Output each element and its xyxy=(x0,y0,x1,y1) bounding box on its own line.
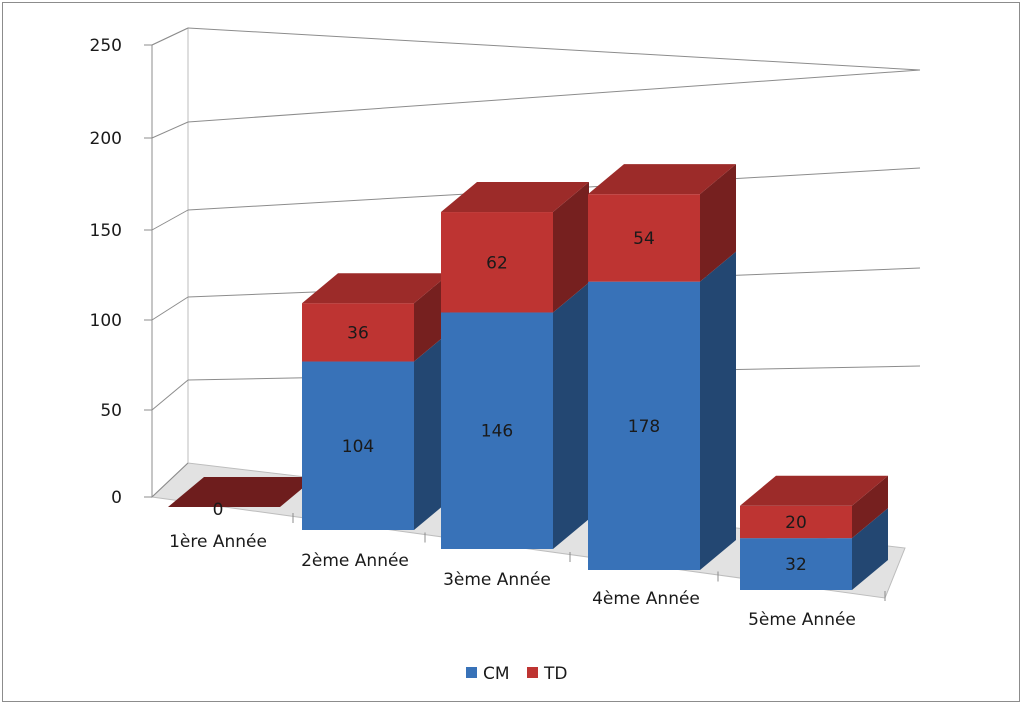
bar-top-cap xyxy=(588,164,736,195)
data-label-td: 0 xyxy=(213,500,224,520)
gridline-back xyxy=(187,69,921,123)
x-category-label: 2ème Année xyxy=(301,551,409,571)
x-category-label: 3ème Année xyxy=(443,570,551,590)
gridline-side xyxy=(151,209,189,231)
legend-swatch-td xyxy=(527,667,538,678)
data-label-cm: 104 xyxy=(342,437,374,457)
bar-td-front xyxy=(302,303,414,362)
x-axis-categories: 1ère Année 2ème Année 3ème Année 4ème Année… xyxy=(169,513,886,630)
legend-label-td: TD xyxy=(543,664,567,684)
data-label-td: 20 xyxy=(785,513,807,533)
bar-cm-front xyxy=(588,281,700,570)
y-tick-label: 200 xyxy=(90,129,122,149)
data-label-cm: 32 xyxy=(785,555,807,575)
gridline-side xyxy=(151,121,189,139)
y-tick-label: 100 xyxy=(90,311,122,331)
x-category-label: 4ème Année xyxy=(592,589,700,609)
y-tick-label: 250 xyxy=(90,36,122,56)
bar-top-cap xyxy=(168,477,316,507)
bar-td-front xyxy=(588,194,700,282)
data-label-td: 36 xyxy=(347,323,369,343)
data-label-td: 54 xyxy=(633,229,655,249)
bar-td-front xyxy=(441,212,553,313)
data-label-cm: 146 xyxy=(481,422,513,442)
gridline-side xyxy=(151,296,189,321)
bar-top-cap xyxy=(441,182,589,213)
bar-td-side xyxy=(700,164,736,282)
bar-cm-front xyxy=(302,361,414,530)
x-category-label: 1ère Année xyxy=(169,532,267,552)
side-wall xyxy=(151,27,189,499)
gridline-side xyxy=(151,27,189,46)
data-label-cm: 178 xyxy=(628,417,660,437)
bar-top-cap xyxy=(302,273,450,304)
y-tick-label: 0 xyxy=(111,488,122,508)
bar-td-front xyxy=(740,505,852,539)
y-tick-label: 50 xyxy=(100,401,122,421)
y-axis-ticks: 0 50 100 150 200 250 xyxy=(90,36,122,508)
bar-cm-side xyxy=(700,251,736,570)
data-label-td: 62 xyxy=(486,253,508,273)
legend-label-cm: CM xyxy=(483,664,510,684)
legend: CM TD xyxy=(466,664,567,684)
legend-swatch-cm xyxy=(466,667,477,678)
bar-td-side xyxy=(852,475,888,539)
bar-td-side xyxy=(553,182,589,313)
bar-top-cap xyxy=(740,475,888,506)
gridline-back xyxy=(187,27,921,71)
bar-cm-front xyxy=(740,538,852,590)
bar-cm-side xyxy=(553,282,589,549)
gridline-side xyxy=(151,462,189,498)
bar-cm-side xyxy=(852,508,888,590)
gridline-side xyxy=(151,379,189,411)
bars: 0 104 36 146 62 178 54 32 20 xyxy=(168,164,888,590)
y-tick-label: 150 xyxy=(90,221,122,241)
bar-cm-front xyxy=(441,312,553,549)
x-category-label: 5ème Année xyxy=(748,610,856,630)
